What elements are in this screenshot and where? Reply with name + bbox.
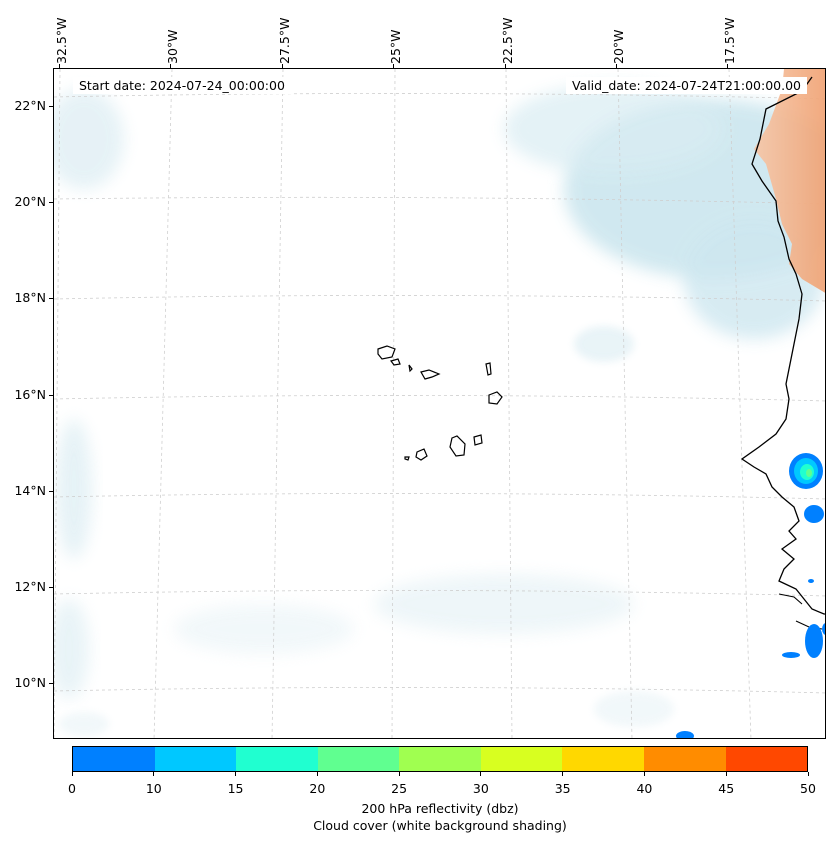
map-gridlines (54, 69, 825, 738)
africa-coastline (740, 76, 825, 615)
colorbar-segment-0 (73, 747, 155, 771)
colorbar-tick (807, 772, 809, 776)
lat-label-10n: 10°N (14, 675, 46, 690)
colorbar-tick-label: 30 (472, 781, 489, 796)
colorbar-tick-label: 35 (554, 781, 571, 796)
colorbar-segment-1 (154, 747, 237, 771)
colorbar-tick (643, 772, 645, 776)
colorbar-tick (480, 772, 482, 776)
colorbar-segment-6 (562, 747, 644, 771)
colorbar-tick-label: 45 (718, 781, 735, 796)
cloud-cover-shading (54, 84, 825, 736)
colorbar-tick-label: 20 (309, 781, 326, 796)
colorbar-tick (235, 772, 237, 776)
lat-label-18n: 18°N (14, 290, 46, 305)
colorbar-tick-label: 10 (145, 781, 162, 796)
colorbar-tick-label: 50 (800, 781, 816, 796)
lon-label-27-5w: 27.5°W (277, 17, 292, 64)
colorbar-tick-label: 15 (227, 781, 244, 796)
valid-date-label: Valid_date: 2024-07-24T21:00:00.00 (565, 77, 807, 94)
lon-label-32-5w: 32.5°W (54, 17, 69, 64)
colorbar-segment-2 (236, 747, 318, 771)
colorbar-segment-4 (399, 747, 481, 771)
colorbar-tick-label: 25 (391, 781, 408, 796)
lon-label-25w: 25°W (388, 29, 403, 64)
colorbar-tick-label: 0 (68, 781, 76, 796)
lon-label-17-5w: 17.5°W (722, 17, 737, 64)
lon-label-30w: 30°W (165, 29, 180, 64)
lat-label-20n: 20°N (14, 194, 46, 209)
map-panel[interactable] (53, 68, 826, 739)
warm-land-shading (754, 69, 825, 293)
colorbar-label-line2: Cloud cover (white background shading) (313, 818, 567, 833)
colorbar-tick (316, 772, 318, 776)
colorbar-segment-5 (480, 747, 563, 771)
colorbar-tick (153, 772, 155, 776)
colorbar-segment-3 (317, 747, 400, 771)
colorbar-segment-8 (725, 747, 808, 771)
colorbar-tick (725, 772, 727, 776)
lon-label-22-5w: 22.5°W (500, 17, 515, 64)
map-canvas (54, 69, 825, 738)
colorbar-tick (562, 772, 564, 776)
lat-label-22n: 22°N (14, 98, 46, 113)
lat-label-16n: 16°N (14, 387, 46, 402)
colorbar-tick (398, 772, 400, 776)
cape-verde-islands (377, 345, 503, 461)
reflectivity-echoes (676, 453, 825, 738)
start-date-label: Start date: 2024-07-24_00:00:00 (73, 77, 291, 94)
lon-label-20w: 20°W (611, 29, 626, 64)
lat-label-12n: 12°N (14, 579, 46, 594)
colorbar-tick-label: 40 (636, 781, 653, 796)
lat-label-14n: 14°N (14, 483, 46, 498)
colorbar-tick (71, 772, 73, 776)
colorbar-segment-7 (643, 747, 726, 771)
colorbar-label-line1: 200 hPa reflectivity (dbz) (361, 801, 519, 816)
reflectivity-colorbar (72, 746, 808, 772)
